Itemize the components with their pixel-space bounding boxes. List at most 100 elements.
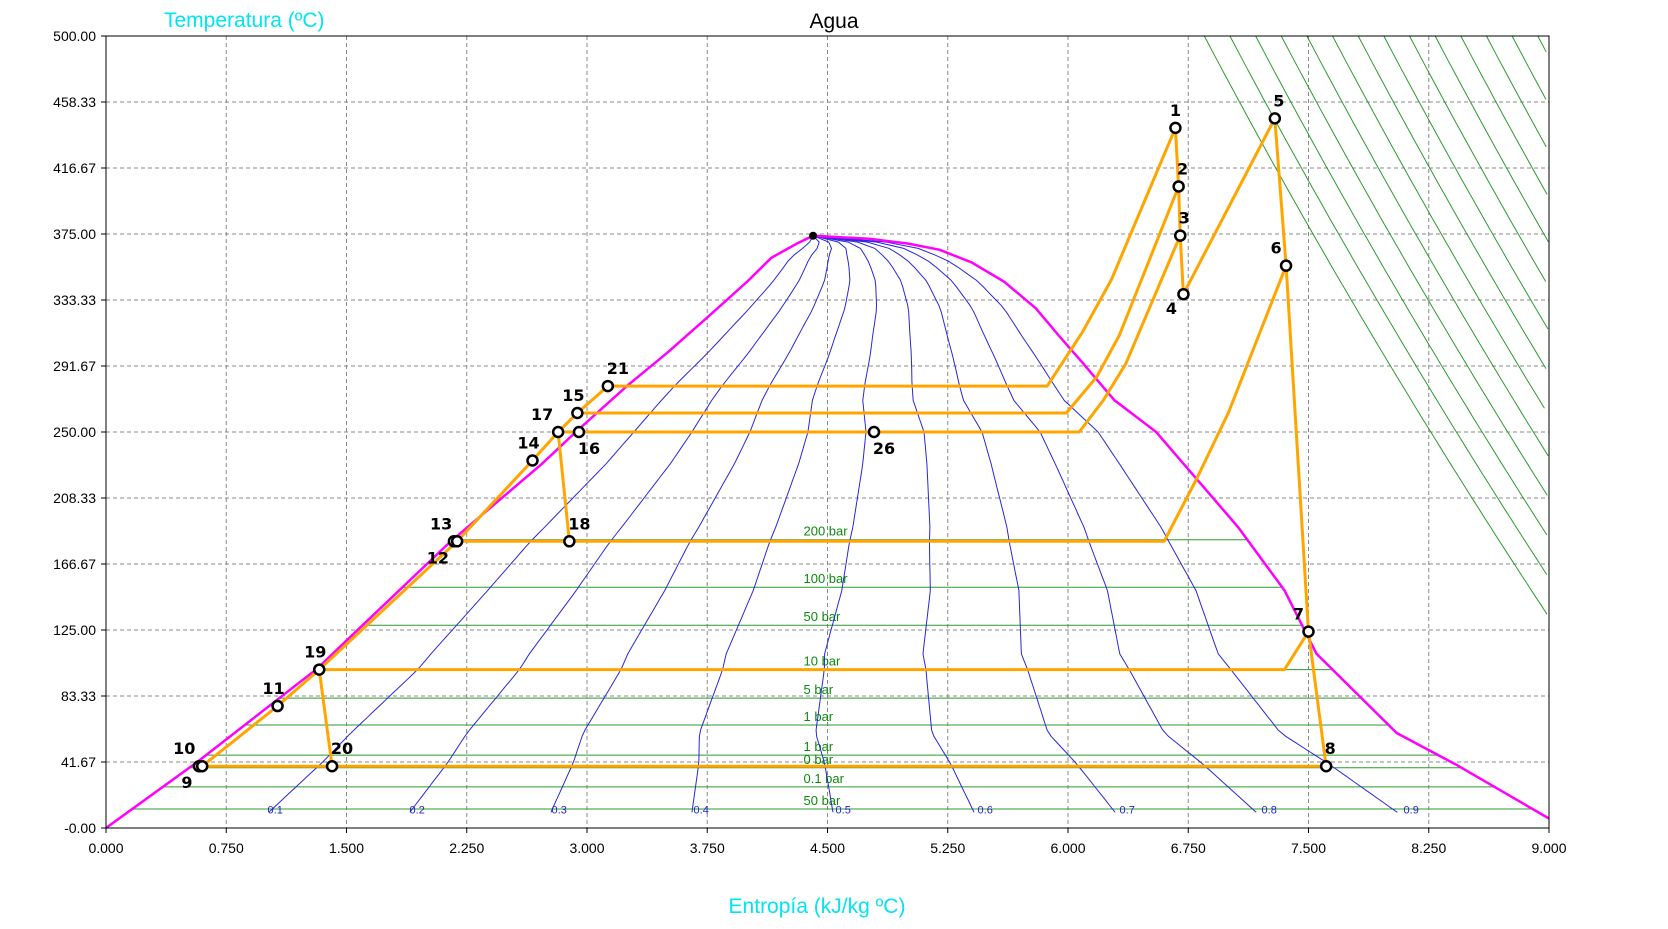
plot-frame [105,35,1550,829]
isobar-label: 10 bar [804,654,842,669]
state-label: 8 [1325,739,1336,758]
isochore-line [1383,35,1549,330]
state-point [1172,180,1185,193]
x-tick-label: 9.000 [1531,840,1566,856]
isochore-line [1357,35,1547,369]
cycle-path [201,384,609,768]
state-point [571,406,584,420]
isobar-label: 5 bar [804,682,834,697]
state-label: 18 [568,514,590,533]
state-point [1268,112,1282,125]
isochore-line [1511,35,1547,100]
x-tick-label: 6.750 [1171,840,1206,856]
quality-line [813,235,1116,813]
isochore-line [1280,35,1548,496]
isobar-label: 100 bar [804,571,849,586]
state-label: 13 [430,514,452,533]
isobar-label: 0.1 bar [804,771,845,786]
quality-label: 0.8 [1262,804,1277,816]
cycle-path [558,235,1182,434]
state-label: 17 [531,405,553,424]
x-tick-label: 4.500 [810,840,845,856]
critical-point [809,231,818,240]
state-point [867,425,881,439]
cycle-path [317,669,334,767]
quality-line [813,235,878,813]
quality-line [813,235,1398,813]
x-tick-label: 2.250 [449,840,484,856]
isobar-label: 50 bar [804,609,842,624]
quality-label: 0.5 [836,804,851,816]
state-point [1302,625,1315,638]
state-label: 5 [1273,91,1284,110]
state-label: 14 [517,434,539,453]
y-tick-label: 250.00 [53,424,96,440]
state-label: 2 [1177,159,1188,178]
quality-label: 0.4 [694,804,709,816]
quality-line [813,235,1257,813]
x-tick-label: 0.000 [88,840,123,856]
state-label: 20 [331,739,353,758]
y-tick-label: 125.00 [53,622,96,638]
state-point [325,759,339,773]
state-label: 7 [1293,605,1304,624]
isochore-line [1409,35,1547,282]
y-tick-label: 375.00 [53,226,96,242]
isochore-line [1486,35,1547,148]
quality-line [813,235,975,813]
state-point [195,759,209,773]
state-label: 9 [181,773,192,792]
state-point [601,379,615,393]
x-tick-label: 7.500 [1291,840,1326,856]
y-tick-label: 83.33 [61,688,96,704]
quality-label: 0.1 [268,804,283,816]
isochore-line [1434,35,1549,243]
isochore-line [1537,35,1547,53]
quality-lines: 0.1 0.2 0.3 0.4 0.5 0.6 0.7 0.8 0.9 [268,235,1419,816]
isochore-line [1229,35,1548,575]
state-point [1173,229,1187,242]
state-label: 15 [562,386,584,405]
state-point [450,535,464,548]
state-label: 16 [578,439,600,458]
state-point [563,535,576,548]
x-axis-ticks: 0.000 0.750 1.500 2.250 3.000 3.750 4.500 5.250… [88,828,1567,856]
cycle-path [577,185,1180,415]
y-tick-label: -0.00 [64,820,96,836]
state-label: 26 [873,439,895,458]
state-label: 12 [427,548,449,567]
state-point [1177,287,1190,301]
x-tick-label: 0.750 [209,840,244,856]
state-point [312,663,326,676]
x-tick-label: 8.250 [1411,840,1446,856]
x-tick-label: 3.000 [569,840,604,856]
chart-title: Agua [809,10,858,33]
quality-line [550,235,833,813]
isochore-line [1203,35,1548,615]
y-tick-label: 416.67 [53,160,96,176]
state-point [1279,259,1293,272]
cycle-paths [201,116,1328,768]
state-label: 6 [1270,239,1281,258]
y-tick-label: 291.67 [53,358,96,374]
state-point [1319,759,1333,773]
y-tick-label: 458.33 [53,94,96,110]
isochore-lines [1203,35,1549,615]
quality-label: 0.7 [1120,804,1135,816]
quality-line [268,235,814,813]
state-label: 21 [607,359,629,378]
quality-line [691,235,851,813]
state-label: 11 [262,679,284,698]
state-point [526,454,539,467]
y-tick-label: 333.33 [53,292,96,308]
x-tick-label: 6.000 [1050,840,1085,856]
y-tick-label: 208.33 [53,490,96,506]
state-point [271,699,284,713]
state-point [551,425,565,439]
y-tick-label: 500.00 [53,28,96,44]
state-label: 19 [304,643,326,662]
quality-label: 0.9 [1404,804,1419,816]
isobar-label: 200 bar [804,524,849,539]
quality-label: 0.2 [410,804,425,816]
isobar-label: 1 bar [804,709,834,724]
